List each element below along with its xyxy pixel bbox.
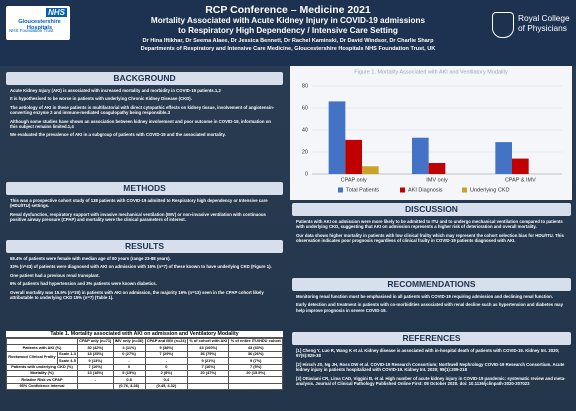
header: RCP Conference – Medicine 2021 Mortality… [0,0,576,66]
row-label: Patients with AKI (%) [6,344,78,352]
y-tick-label: 80 [302,83,308,89]
bar [495,142,512,174]
paragraph: Renal dysfunction, respiratory support w… [10,211,266,223]
logo-name: Gloucestershire Hospitals [18,19,61,31]
column-header: CPAP only (n=71) [76,337,114,346]
paragraph: 6% of patients had hypertension and 3% p… [10,281,157,287]
table-grid: CPAP only (n=71) IMV only (n=36) CPAP and … [6,337,283,391]
y-tick-label: 0 [305,171,308,177]
section-body: Monitoring renal function must be emphas… [292,294,571,313]
bar [428,163,446,174]
paragraph: 58.4% of patients were female with media… [10,256,171,261]
table: Table 1. Mortality associated with AKI o… [6,331,283,391]
bar [412,137,429,174]
paragraph: Early detection and treatment in patient… [296,302,563,313]
paragraph: We evaluated the prevalence of AKI in a … [10,132,226,138]
y-tick-label: 60 [302,105,308,111]
legend-label: Total Patients [346,187,379,193]
column-header: IMV only (n=36) [112,337,146,346]
paragraph: It is hypothesised to be worse in patien… [10,96,192,102]
cell: (0.45, 4.32) [144,382,189,391]
title: Mortality Associated with Acute Kidney I… [150,16,426,25]
section-heading: DISCUSSION [292,203,571,216]
paragraph: Overall mortality was 15.5% (n=20) in pa… [10,289,264,301]
paragraph: 33% (n=43) of patients were diagnosed wi… [10,264,272,270]
section: RECOMMENDATIONS Monitoring renal function… [292,278,571,316]
paragraph: [1] Cheng Y, Luo R, Wang K et al. Kidney… [296,348,560,359]
chart-title: Figure 1. Mortality Associated with AKI … [354,69,508,75]
y-tick-label: 20 [302,149,308,155]
legend-label: Underlying CKD [470,187,509,193]
group-label: Rockwood Clinical Frailty [6,350,58,365]
logo-mark: NHS [46,8,67,17]
nhs-logo: NHS Gloucestershire Hospitals NHS Founda… [6,6,70,40]
chart: Figure 1. Mortality Associated with AKI … [290,66,572,200]
y-tick-label: 40 [302,127,308,133]
paragraph: Our data shows higher mortality in patie… [296,232,564,244]
legend-swatch [462,187,467,193]
paragraph: Acute Kidney Injury (AKI) is associated … [10,88,221,93]
conference: RCP Conference – Medicine 2021 [205,4,371,16]
paragraph: This was a prospective cohort study of 1… [10,198,268,209]
section-body: Patients with AKI on admission were more… [292,219,571,244]
column-header: CPAP and IMV (n=24) [144,337,189,346]
section: RESULTS 58.4% of patients were female wit… [6,240,283,303]
paragraph: The aetiology of AKI in these patients i… [10,104,275,116]
table-caption: Table 1. Mortality associated with AKI o… [6,331,283,338]
row-label: Scale 1-3 [56,350,78,359]
authors: Dr Hina Iftikhar, Dr Seema Alaee, Dr Jes… [142,38,434,44]
section-body: Acute Kidney Injury (AKI) is associated … [6,88,283,138]
section: DISCUSSION Patients with AKI on admission… [292,203,571,247]
paragraph: [3] Ottaviani CR, Lima CAD, Viggini B, e… [296,375,566,387]
bar [328,101,346,174]
row-label: 95% Confidence Interval [6,382,78,391]
cell: (0.76, 3.28) [112,382,146,391]
x-tick-label: IMV only [426,177,448,183]
bar [345,139,362,174]
cell [228,382,283,391]
section: REFERENCES [1] Cheng Y, Luo R, Wang K et … [292,332,571,389]
logo-name: Royal College of Physicians [518,13,570,33]
section-heading: METHODS [6,182,283,195]
section-body: 58.4% of patients were female with media… [6,256,283,300]
bar [512,158,529,174]
title: to Respiratory High Dependency / Intensi… [178,26,398,35]
legend-label: AKI Diagnosis [408,187,443,193]
paragraph: [2] Hirsch JS, Ng JH, Ross DW et al. COV… [296,361,565,373]
section-heading: RECOMMENDATIONS [292,278,571,291]
row: 95% Confidence Interval (0.76, 3.28) (0.45… [6,382,283,391]
affiliation: Departments of Respiratory and Intensive… [140,46,436,52]
row: Relative Risk vs CPAP -0.8 0.4 [6,376,283,384]
crest [492,12,514,38]
cell [76,382,114,391]
column-header: % of entire ITU/HDU cohort [228,337,283,346]
section-heading: RESULTS [6,240,283,253]
x-tick-label: CPAP & IMV [505,177,536,183]
rcp-logo: Royal College of Physicians [492,10,570,40]
logo-trust: NHS Foundation Trust [9,28,54,33]
section-heading: REFERENCES [292,332,571,345]
paragraph: Patients with AKI on admission were more… [296,219,563,230]
section-body: This was a prospective cohort study of 1… [6,198,283,223]
paragraph: Although some studies have shown an asso… [10,118,271,130]
section-heading: BACKGROUND [6,72,283,85]
section-body: [1] Cheng Y, Luo R, Wang K et al. Kidney… [292,348,571,386]
paragraph: One patient had a previous renal transpl… [10,272,100,278]
legend-swatch [338,187,343,193]
section: BACKGROUND Acute Kidney Injury (AKI) is a… [6,72,283,141]
legend-swatch [400,187,405,193]
cell [187,382,230,391]
column-header: % of cohort with AKI [187,337,230,346]
x-tick-label: CPAP only [341,177,367,183]
bar [362,166,379,174]
section: METHODS This was a prospective cohort stu… [6,182,283,226]
paragraph: Monitoring renal function must be emphas… [296,294,553,299]
